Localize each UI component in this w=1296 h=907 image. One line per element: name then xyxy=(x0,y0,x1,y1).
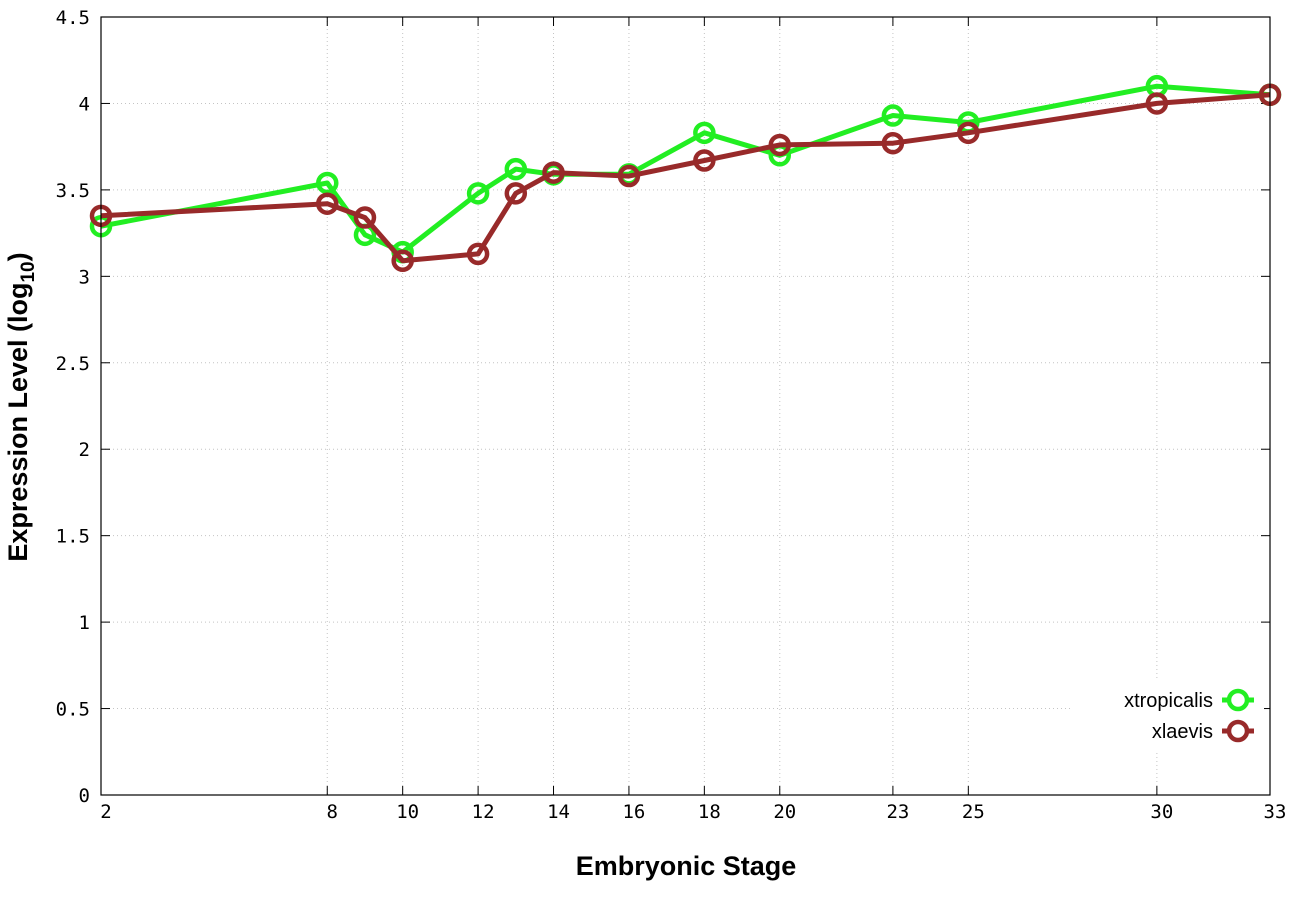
point-xlaevis-8 xyxy=(316,192,339,215)
x-tick-label-25: 25 xyxy=(962,801,985,823)
point-xtropicalis-23 xyxy=(881,104,905,127)
y-tick-label-1: 1 xyxy=(79,612,90,634)
legend-label-xtropicalis: xtropicalis xyxy=(1124,690,1213,712)
y-tick-label-2-5: 2.5 xyxy=(56,353,90,375)
point-xtropicalis-13 xyxy=(504,157,528,181)
plot-area-frame xyxy=(100,16,1271,796)
y-tick-label-3-5: 3.5 xyxy=(56,180,90,202)
y-tick-label-2: 2 xyxy=(79,439,90,461)
x-tick-label-10: 10 xyxy=(396,801,419,823)
x-tick-label-16: 16 xyxy=(622,801,645,823)
legend-swatch-marker-xlaevis xyxy=(1226,719,1250,743)
point-xlaevis-9 xyxy=(353,206,377,229)
point-xlaevis-13 xyxy=(504,182,528,205)
y-tick-label-0-5: 0.5 xyxy=(56,699,90,721)
x-tick-label-14: 14 xyxy=(547,801,570,823)
series-lines xyxy=(89,74,1282,273)
point-xlaevis-30 xyxy=(1145,92,1169,115)
y-tick-label-4: 4 xyxy=(79,93,90,115)
point-xtropicalis-8 xyxy=(316,171,339,195)
x-tick-label-2: 2 xyxy=(100,801,111,823)
y-tick-label-4-5: 4.5 xyxy=(56,7,90,29)
tick-labels: 2 8 10 12 14 16 18 20 23 25 30 33 0 0.5 1 1.5 2 2.5 3 3.5 4 4… xyxy=(56,7,1287,823)
x-tick-label-30: 30 xyxy=(1150,801,1173,823)
x-tick-label-12: 12 xyxy=(472,801,495,823)
point-xlaevis-20 xyxy=(768,133,792,157)
y-axis-title-close: ) xyxy=(3,252,33,261)
point-xlaevis-18 xyxy=(693,149,716,172)
point-xlaevis-14 xyxy=(542,161,565,184)
x-tick-label-23: 23 xyxy=(886,801,909,823)
point-xlaevis-23 xyxy=(881,131,905,155)
point-xtropicalis-18 xyxy=(693,121,716,145)
point-xlaevis-10 xyxy=(391,249,414,273)
legend: xtropicalis xlaevis xyxy=(1072,680,1264,750)
point-xlaevis-12 xyxy=(466,242,490,266)
x-tick-label-18: 18 xyxy=(698,801,721,823)
y-tick-label-1-5: 1.5 xyxy=(56,526,90,548)
y-axis-title-main: Expression Level (log xyxy=(3,283,33,562)
grid xyxy=(101,17,1270,795)
series-xlaevis xyxy=(89,83,1282,273)
x-tick-label-20: 20 xyxy=(773,801,796,823)
legend-swatches xyxy=(1222,688,1254,743)
x-axis-title: Embryonic Stage xyxy=(576,851,797,881)
legend-label-xlaevis: xlaevis xyxy=(1152,721,1213,743)
point-xtropicalis-12 xyxy=(466,182,490,205)
point-xlaevis-25 xyxy=(957,121,980,145)
point-xlaevis-16 xyxy=(617,164,641,188)
y-axis-title: Expression Level (log10) xyxy=(3,252,39,561)
x-tick-label-8: 8 xyxy=(327,801,338,823)
y-axis-title-subscript: 10 xyxy=(18,261,39,282)
x-tick-label-33: 33 xyxy=(1264,801,1287,823)
y-tick-label-3: 3 xyxy=(79,266,90,288)
y-tick-label-0: 0 xyxy=(79,785,90,807)
legend-swatch-marker-xtropicalis xyxy=(1226,688,1250,712)
